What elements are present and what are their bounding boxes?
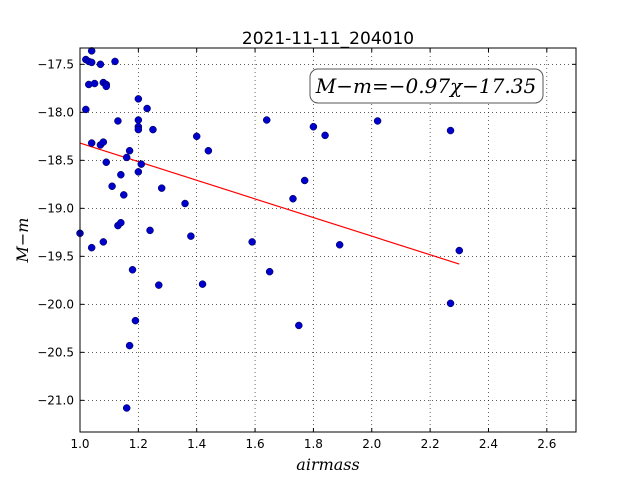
- data-point: [137, 160, 146, 168]
- data-point: [131, 316, 140, 325]
- data-point: [120, 191, 128, 199]
- data-points: [76, 47, 464, 412]
- data-point: [198, 280, 207, 288]
- x-tick-label: 1.2: [129, 437, 148, 451]
- x-tick-label: 2.2: [421, 437, 440, 451]
- data-point: [111, 57, 119, 66]
- y-tick-label: −18.5: [37, 153, 74, 167]
- data-point: [122, 404, 131, 412]
- axis-ticks: 1.0 1.2 1.4 1.6 1.8 2.0 2.2 2.4 2.6 −17.5 −18.0 −18…: [37, 48, 576, 451]
- data-point: [134, 168, 143, 176]
- y-tick-label: −19.5: [37, 249, 74, 263]
- data-point: [134, 116, 143, 124]
- data-point: [446, 126, 455, 135]
- y-tick-label: −18.0: [37, 105, 74, 119]
- data-point: [155, 281, 163, 289]
- data-point: [134, 95, 143, 103]
- data-point: [117, 170, 125, 179]
- data-point: [321, 131, 329, 140]
- data-point: [108, 182, 116, 190]
- data-point: [96, 60, 105, 69]
- data-point: [181, 199, 189, 208]
- data-point: [295, 321, 303, 330]
- data-point: [87, 47, 96, 55]
- data-point: [87, 58, 96, 67]
- data-point: [122, 153, 131, 162]
- x-tick-label: 1.6: [246, 437, 265, 451]
- plot-frame: [79, 47, 577, 433]
- data-point: [125, 146, 134, 155]
- data-point: [102, 82, 111, 91]
- y-tick-label: −20.0: [37, 297, 74, 311]
- data-point: [99, 238, 108, 246]
- x-tick-label: 2.0: [362, 437, 381, 451]
- x-tick-label: 1.0: [70, 437, 89, 451]
- data-point: [289, 194, 297, 203]
- y-tick-label: −21.0: [37, 393, 74, 407]
- fit-annotation: M−m=−0.97χ−17.35: [309, 68, 544, 104]
- y-tick-label: −19.0: [37, 201, 74, 215]
- data-point: [300, 176, 309, 185]
- chart-title: 2021-11-11_204010: [242, 29, 414, 49]
- data-point: [99, 138, 108, 146]
- data-point: [309, 122, 318, 131]
- data-point: [87, 139, 96, 147]
- x-tick-label: 2.6: [537, 437, 556, 451]
- data-point: [373, 117, 382, 125]
- x-axis-label: airmass: [296, 455, 359, 474]
- data-point: [446, 299, 455, 308]
- data-point: [204, 146, 213, 155]
- data-point: [248, 238, 256, 246]
- data-point: [125, 341, 134, 350]
- data-point: [187, 232, 195, 240]
- annotation-box: [309, 68, 544, 104]
- data-point: [134, 125, 143, 134]
- data-point: [102, 158, 111, 166]
- data-point: [192, 132, 201, 141]
- y-tick-label: −17.5: [37, 57, 74, 71]
- y-axis-label: M−m: [13, 218, 32, 264]
- data-point: [455, 246, 464, 255]
- data-point: [262, 116, 271, 124]
- data-point: [157, 184, 166, 192]
- data-point: [265, 267, 274, 276]
- data-point: [87, 243, 96, 252]
- data-point: [149, 125, 157, 134]
- data-point: [114, 117, 122, 125]
- data-point: [117, 218, 125, 227]
- data-point: [128, 266, 137, 274]
- data-point: [335, 241, 344, 249]
- data-point: [82, 105, 90, 114]
- y-tick-label: −20.5: [37, 345, 74, 359]
- x-tick-label: 1.8: [304, 437, 323, 451]
- x-tick-label: 1.4: [187, 437, 206, 451]
- data-point: [90, 79, 99, 88]
- x-tick-label: 2.4: [479, 437, 498, 451]
- data-point: [146, 226, 154, 235]
- annotation-text: M−m=−0.97χ−17.35: [315, 74, 536, 98]
- data-point: [143, 104, 151, 113]
